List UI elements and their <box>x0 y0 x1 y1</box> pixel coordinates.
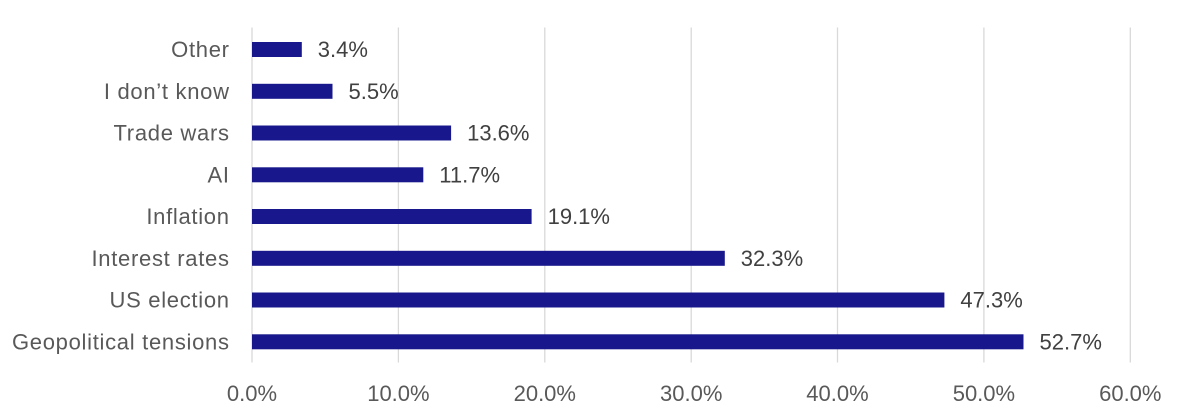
svg-text:32.3%: 32.3% <box>741 246 803 271</box>
svg-text:Interest rates: Interest rates <box>91 246 229 271</box>
svg-text:13.6%: 13.6% <box>467 121 529 146</box>
svg-text:50.0%: 50.0% <box>953 381 1015 406</box>
svg-text:0.0%: 0.0% <box>227 381 277 406</box>
svg-text:11.7%: 11.7% <box>439 163 500 188</box>
svg-text:3.4%: 3.4% <box>318 37 368 62</box>
svg-text:52.7%: 52.7% <box>1040 330 1102 355</box>
svg-text:60.0%: 60.0% <box>1099 381 1161 406</box>
svg-text:30.0%: 30.0% <box>660 381 722 406</box>
svg-text:Geopolitical tensions: Geopolitical tensions <box>12 330 230 355</box>
svg-text:10.0%: 10.0% <box>367 381 429 406</box>
svg-text:Trade wars: Trade wars <box>113 121 229 146</box>
svg-text:Inflation: Inflation <box>146 204 229 229</box>
svg-text:AI: AI <box>208 163 230 188</box>
svg-text:US election: US election <box>109 288 229 313</box>
svg-text:20.0%: 20.0% <box>514 381 576 406</box>
svg-text:19.1%: 19.1% <box>548 204 610 229</box>
svg-text:Other: Other <box>171 37 230 62</box>
svg-text:40.0%: 40.0% <box>806 381 868 406</box>
svg-text:I don’t know: I don’t know <box>104 79 230 104</box>
svg-text:47.3%: 47.3% <box>960 288 1022 313</box>
svg-text:5.5%: 5.5% <box>349 79 399 104</box>
